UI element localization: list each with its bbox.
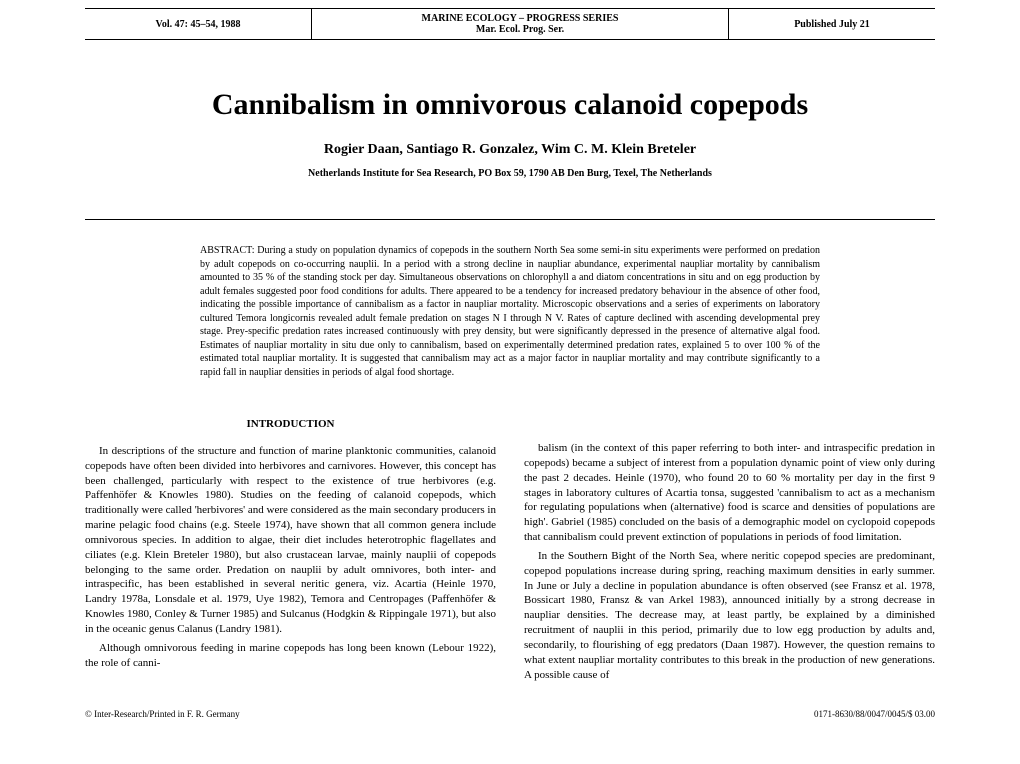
page: Vol. 47: 45–54, 1988 MARINE ECOLOGY – PR… [85, 0, 935, 739]
series-line2: Mar. Ecol. Prog. Ser. [330, 24, 710, 35]
body-paragraph: balism (in the context of this paper ref… [524, 441, 935, 545]
series-line1: MARINE ECOLOGY – PROGRESS SERIES [330, 13, 710, 24]
body-paragraph: Although omnivorous feeding in marine co… [85, 641, 496, 671]
journal-header-bar: Vol. 47: 45–54, 1988 MARINE ECOLOGY – PR… [85, 8, 935, 40]
issn-price-text: 0171-8630/88/0047/0045/$ 03.00 [814, 709, 935, 719]
title-rule [85, 219, 935, 220]
column-right: balism (in the context of this paper ref… [524, 413, 935, 687]
abstract: ABSTRACT: During a study on population d… [200, 244, 820, 379]
volume-text: Vol. 47: 45–54, 1988 [103, 19, 293, 30]
copyright-text: © Inter-Research/Printed in F. R. German… [85, 709, 240, 719]
column-left: INTRODUCTION In descriptions of the stru… [85, 413, 496, 687]
article-authors: Rogier Daan, Santiago R. Gonzalez, Wim C… [85, 142, 935, 158]
body-paragraph: In the Southern Bight of the North Sea, … [524, 549, 935, 683]
published-text: Published July 21 [747, 19, 917, 30]
page-footer: © Inter-Research/Printed in F. R. German… [85, 709, 935, 719]
header-series-cell: MARINE ECOLOGY – PROGRESS SERIES Mar. Ec… [312, 9, 728, 39]
header-published-cell: Published July 21 [728, 9, 935, 39]
header-volume-cell: Vol. 47: 45–54, 1988 [85, 9, 312, 39]
article-title: Cannibalism in omnivorous calanoid copep… [85, 88, 935, 122]
body-columns: INTRODUCTION In descriptions of the stru… [85, 413, 935, 687]
section-heading-introduction: INTRODUCTION [85, 417, 496, 432]
body-paragraph: In descriptions of the structure and fun… [85, 444, 496, 637]
article-affiliation: Netherlands Institute for Sea Research, … [85, 168, 935, 179]
